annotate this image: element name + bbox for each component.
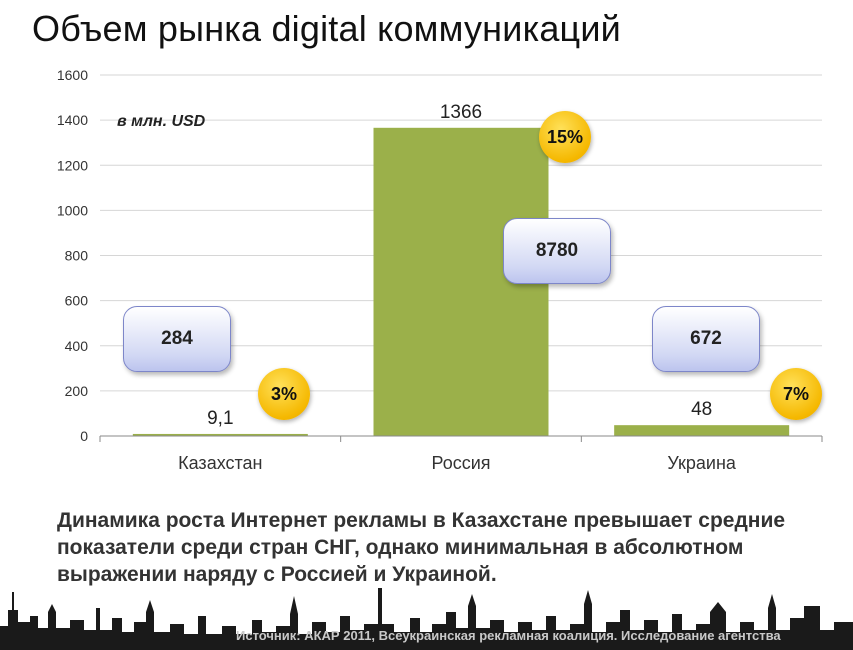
annotation-box-russia: 8780 [503, 218, 611, 284]
source-note: Источник: АКАР 2011, Всеукраинская рекла… [236, 628, 781, 643]
caption-text: Динамика роста Интернет рекламы в Казахс… [57, 509, 786, 586]
y-tick-label: 1200 [57, 157, 88, 173]
growth-badge-ukraine: 7% [770, 368, 822, 420]
bar-2 [614, 425, 790, 436]
x-tick-label: Украина [667, 453, 737, 473]
y-axis-labels: 0 200 400 600 800 1000 1200 1400 1600 [57, 67, 88, 444]
value-label: 9,1 [207, 408, 233, 429]
growth-badge-russia: 15% [539, 111, 591, 163]
city-skyline-decoration [0, 588, 853, 650]
value-label: 48 [691, 399, 712, 420]
y-tick-label: 1400 [57, 112, 88, 128]
page-title: Объем рынка digital коммуникаций [32, 8, 621, 49]
annotation-box-kazakhstan: 284 [123, 306, 231, 372]
y-tick-label: 200 [65, 383, 89, 399]
bars [132, 127, 790, 436]
x-tick-label: Россия [431, 453, 490, 473]
y-tick-label: 800 [65, 248, 89, 264]
y-tick-label: 1600 [57, 67, 88, 83]
bar-0 [132, 433, 308, 436]
value-labels: 9,1 1366 48 [207, 102, 712, 429]
y-tick-label: 400 [65, 338, 89, 354]
annotation-box-ukraine: 672 [652, 306, 760, 372]
x-axis-labels: Казахстан Россия Украина [99, 436, 823, 473]
value-label: 1366 [440, 102, 482, 123]
y-tick-label: 0 [80, 428, 88, 444]
y-tick-label: 1000 [57, 202, 88, 218]
y-tick-label: 600 [65, 293, 89, 309]
x-tick-label: Казахстан [178, 453, 262, 473]
growth-badge-kazakhstan: 3% [258, 368, 310, 420]
unit-label: в млн. USD [117, 113, 206, 130]
